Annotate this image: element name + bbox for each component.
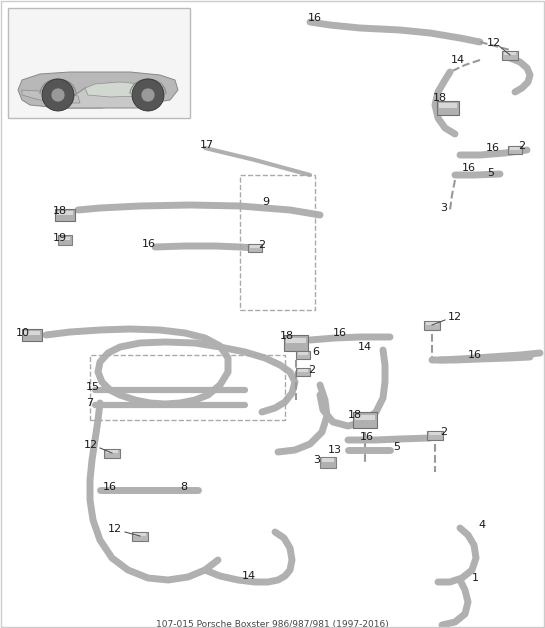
Text: 18: 18 [280, 331, 294, 341]
Polygon shape [60, 83, 155, 108]
Bar [296, 351, 310, 359]
Text: 107-015 Porsche Boxster 986/987/981 (1997-2016): 107-015 Porsche Boxster 986/987/981 (199… [156, 620, 389, 628]
Bar [90, 355, 285, 420]
Bar [298, 369, 308, 372]
Circle shape [42, 79, 74, 111]
Text: 18: 18 [433, 93, 447, 103]
Text: 18: 18 [53, 206, 67, 216]
Text: 17: 17 [200, 140, 214, 150]
Circle shape [51, 88, 65, 102]
Bar [322, 458, 334, 462]
Text: 16: 16 [462, 163, 476, 173]
Bar [24, 330, 40, 335]
Text: 19: 19 [53, 233, 67, 243]
Bar [424, 320, 440, 330]
Text: 12: 12 [448, 312, 462, 322]
Text: 14: 14 [242, 571, 256, 581]
Text: 4: 4 [478, 520, 485, 530]
Bar [437, 101, 459, 115]
Text: 2: 2 [308, 365, 315, 375]
Text: 10: 10 [16, 328, 30, 338]
Text: 16: 16 [142, 239, 156, 249]
Bar [248, 244, 262, 252]
Circle shape [132, 79, 164, 111]
Circle shape [141, 88, 155, 102]
Bar [22, 328, 42, 341]
Text: 16: 16 [360, 432, 374, 442]
Text: 9: 9 [262, 197, 269, 207]
Text: 3: 3 [313, 455, 320, 465]
Bar [298, 352, 308, 355]
Polygon shape [22, 90, 80, 103]
Bar [240, 175, 315, 310]
Text: 16: 16 [103, 482, 117, 492]
Bar [134, 533, 146, 536]
Text: 8: 8 [180, 482, 187, 492]
Bar [296, 368, 310, 376]
Text: 16: 16 [468, 350, 482, 360]
Text: 3: 3 [440, 203, 447, 213]
Text: 16: 16 [333, 328, 347, 338]
Polygon shape [85, 82, 148, 97]
Bar [426, 322, 438, 325]
Text: 5: 5 [393, 442, 400, 452]
Text: 2: 2 [518, 141, 525, 151]
Bar [504, 52, 516, 55]
Text: 12: 12 [84, 440, 98, 450]
Bar [60, 237, 70, 240]
Text: 12: 12 [108, 524, 122, 534]
Bar [427, 431, 443, 440]
Text: 18: 18 [348, 410, 362, 420]
Text: 13: 13 [328, 445, 342, 455]
Bar [320, 457, 336, 467]
Text: 5: 5 [487, 168, 494, 178]
Bar [55, 208, 75, 221]
Polygon shape [18, 72, 178, 108]
Bar [439, 103, 457, 108]
Bar [284, 335, 308, 350]
Bar [353, 413, 377, 428]
Text: 15: 15 [86, 382, 100, 392]
Bar [502, 50, 518, 60]
Bar [510, 147, 520, 150]
Bar [8, 8, 190, 118]
Text: 2: 2 [258, 240, 265, 250]
Text: 16: 16 [486, 143, 500, 153]
Text: 1: 1 [472, 573, 479, 583]
Text: 7: 7 [86, 398, 93, 408]
Text: 12: 12 [487, 38, 501, 48]
Text: 6: 6 [312, 347, 319, 357]
Bar [58, 235, 72, 245]
Bar [429, 432, 441, 435]
Text: 16: 16 [308, 13, 322, 23]
Bar [57, 210, 73, 215]
Bar [508, 146, 522, 154]
Bar [132, 531, 148, 541]
Text: 2: 2 [440, 427, 447, 437]
Text: 14: 14 [358, 342, 372, 352]
Bar [104, 448, 120, 458]
Bar [355, 414, 375, 420]
Bar [250, 245, 260, 248]
Bar [286, 338, 306, 343]
Text: 14: 14 [451, 55, 465, 65]
Bar [106, 450, 118, 453]
